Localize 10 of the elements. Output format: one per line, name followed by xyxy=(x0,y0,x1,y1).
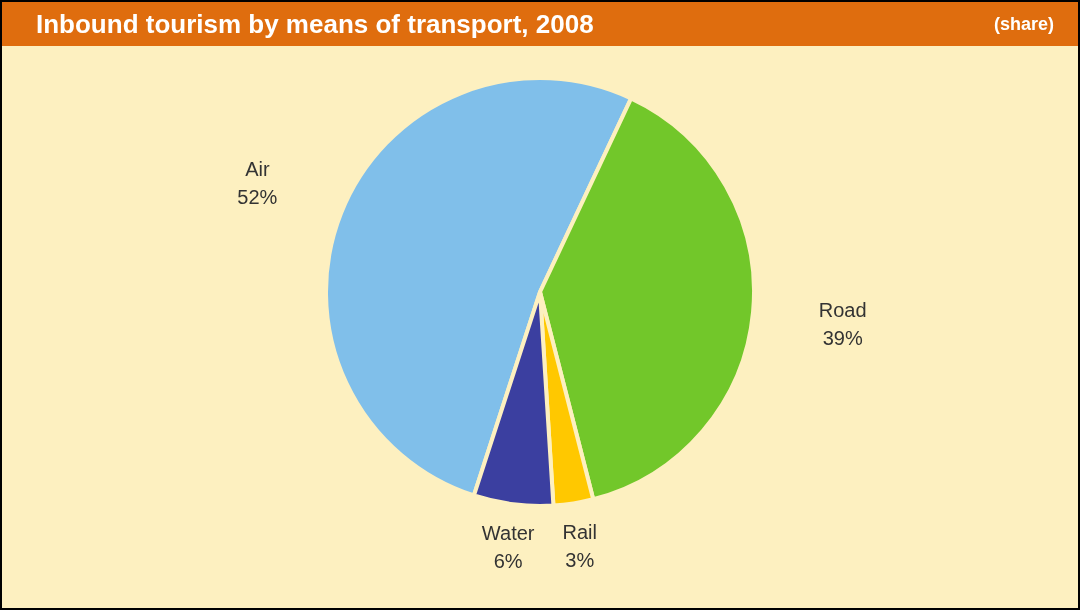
slice-label: Road xyxy=(818,298,867,321)
chart-title: Inbound tourism by means of transport, 2008 xyxy=(36,8,594,40)
slice-label: Water xyxy=(481,522,535,544)
slice-label: Rail xyxy=(562,520,597,543)
data-label: 52% xyxy=(237,186,278,209)
text: (share) xyxy=(993,13,1054,35)
data-label: 3% xyxy=(565,548,595,571)
data-label: 39% xyxy=(822,326,863,349)
slice-label: Air xyxy=(245,158,270,181)
data-label: 6% xyxy=(493,550,523,572)
